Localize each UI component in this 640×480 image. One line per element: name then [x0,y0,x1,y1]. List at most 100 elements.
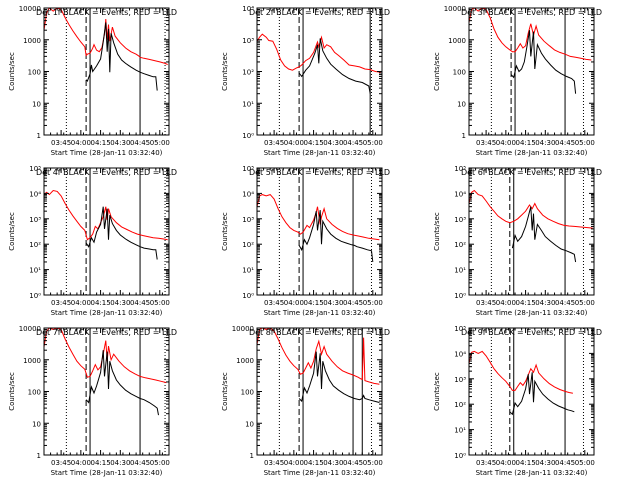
y-tick-label: 100 [453,69,466,77]
x-tick-label: 05:00 [363,459,383,467]
y-axis-title: Counts/sec [433,212,441,251]
event-rate-line [510,30,577,94]
x-tick-label: 04:00 [71,459,91,467]
x-axis-title: Start Time (28-Jan-11 03:32:40) [264,149,376,157]
y-tick-label: 10⁰ [29,292,41,300]
y-tick-label: 10⁰ [454,452,466,460]
event-rate-line [85,350,159,416]
x-tick-label: 04:30 [110,139,130,147]
x-tick-label: 05:00 [575,459,595,467]
x-tick-label: 04:45 [130,299,150,307]
x-tick-label: 03:45 [264,459,284,467]
y-tick-label: 10⁵ [454,325,466,333]
x-tick-label: 04:30 [323,459,343,467]
y-tick-label: 10² [454,401,466,409]
y-tick-label: 10⁴ [454,350,466,358]
panel-title: Det 3f BLACK = Events, RED = LLD [461,8,602,17]
plot-frame [256,167,383,296]
x-tick-label: 03:45 [476,299,496,307]
y-tick-label: 10000 [19,5,41,13]
x-axis-title: Start Time (28-Jan-11 03:32:40) [476,149,588,157]
x-tick-label: 05:00 [575,299,595,307]
y-tick-label: 100 [28,69,41,77]
x-tick-label: 04:30 [110,299,130,307]
y-tick-label: 10³ [454,216,466,224]
x-tick-label: 04:00 [496,299,516,307]
y-tick-label: 10000 [232,325,254,333]
detector-panel-9: 10⁰ 10¹ 10² 10³ 10⁴ 10⁵ 03:45 04:00 04:15 04:30 04… [433,325,602,477]
detector-panel-2: 10⁰ 10¹ 10² 10³ 10⁴ 03:45 04:00 04:15 04:30 04:45… [221,5,390,157]
x-tick-label: 04:30 [110,459,130,467]
x-tick-label: 04:15 [303,299,323,307]
plot-frame [43,167,170,296]
x-tick-label: 03:45 [476,139,496,147]
x-tick-label: 04:00 [284,459,304,467]
panel-title: Det 9f BLACK = Events, RED = LLD [461,328,602,337]
y-tick-label: 10⁴ [454,190,466,198]
x-tick-label: 04:15 [90,299,110,307]
panel-title: Det 2f BLACK = Events, RED = LLD [249,8,390,17]
plot-frame [256,7,383,136]
x-tick-label: 05:00 [363,299,383,307]
x-tick-label: 04:45 [343,139,363,147]
plot-frame [468,167,595,296]
x-axis-title: Start Time (28-Jan-11 03:32:40) [51,469,163,477]
y-tick-label: 10¹ [454,427,466,435]
y-tick-label: 1 [37,132,41,140]
y-tick-label: 10000 [444,5,466,13]
x-tick-label: 03:45 [51,299,71,307]
x-tick-label: 04:00 [71,139,91,147]
lld-rate-line [44,189,168,241]
event-rate-line [298,38,371,94]
x-axis-title: Start Time (28-Jan-11 03:32:40) [264,469,376,477]
x-tick-label: 04:15 [515,139,535,147]
x-tick-label: 04:00 [496,459,516,467]
x-tick-label: 04:00 [284,139,304,147]
x-tick-label: 04:15 [303,139,323,147]
event-rate-line [85,206,158,260]
x-tick-label: 05:00 [150,299,170,307]
y-tick-label: 10⁰ [242,292,254,300]
y-tick-label: 10³ [454,376,466,384]
x-tick-label: 04:45 [130,459,150,467]
y-axis-title: Counts/sec [221,212,229,251]
y-tick-label: 10¹ [242,100,254,108]
y-tick-label: 1 [250,452,254,460]
lld-rate-line [257,194,380,241]
detector-panel-7: 1 10 100 1000 10000 03:45 04:00 04:15 04:30 04:45… [8,325,177,477]
x-axis-title: Start Time (28-Jan-11 03:32:40) [476,309,588,317]
x-tick-label: 04:30 [535,299,555,307]
y-tick-label: 10⁰ [242,132,254,140]
x-tick-label: 04:45 [555,139,575,147]
y-tick-label: 100 [28,389,41,397]
detector-panel-3: 1 10 100 1000 10000 03:45 04:00 04:15 04:30 04:45… [433,5,602,157]
y-tick-label: 10² [242,241,254,249]
y-tick-label: 10¹ [454,267,466,275]
y-axis-title: Counts/sec [8,52,16,91]
y-tick-label: 10⁵ [242,165,254,173]
detector-panel-1: 1 10 100 1000 10000 03:45 04:00 04:15 04:30 04:45… [8,5,177,157]
x-tick-label: 05:00 [150,459,170,467]
x-tick-label: 04:45 [343,459,363,467]
y-tick-label: 10 [245,420,254,428]
y-tick-label: 10 [32,100,41,108]
y-tick-label: 10 [457,100,466,108]
lld-rate-line [257,33,381,73]
lld-rate-line [469,189,593,229]
event-rate-line [509,372,575,416]
y-tick-label: 10⁴ [242,190,254,198]
panel-title: Det 4f BLACK = Events, RED = LLD [36,168,177,177]
x-tick-label: 05:00 [150,139,170,147]
y-tick-label: 1000 [236,357,254,365]
y-tick-label: 10 [32,420,41,428]
x-tick-label: 04:00 [71,299,91,307]
y-tick-label: 10⁴ [29,190,41,198]
detector-panel-4: 10⁰ 10¹ 10² 10³ 10⁴ 10⁵ 03:45 04:00 04:15 04:30 04… [8,165,177,317]
detector-panel-8: 1 10 100 1000 10000 03:45 04:00 04:15 04:30 04:45… [221,325,390,477]
y-tick-label: 10⁵ [29,165,41,173]
x-axis-title: Start Time (28-Jan-11 03:32:40) [264,309,376,317]
y-tick-label: 10000 [19,325,41,333]
panel-title: Det 8f BLACK = Events, RED = LLD [249,328,390,337]
x-tick-label: 04:30 [323,299,343,307]
x-axis-title: Start Time (28-Jan-11 03:32:40) [51,149,163,157]
